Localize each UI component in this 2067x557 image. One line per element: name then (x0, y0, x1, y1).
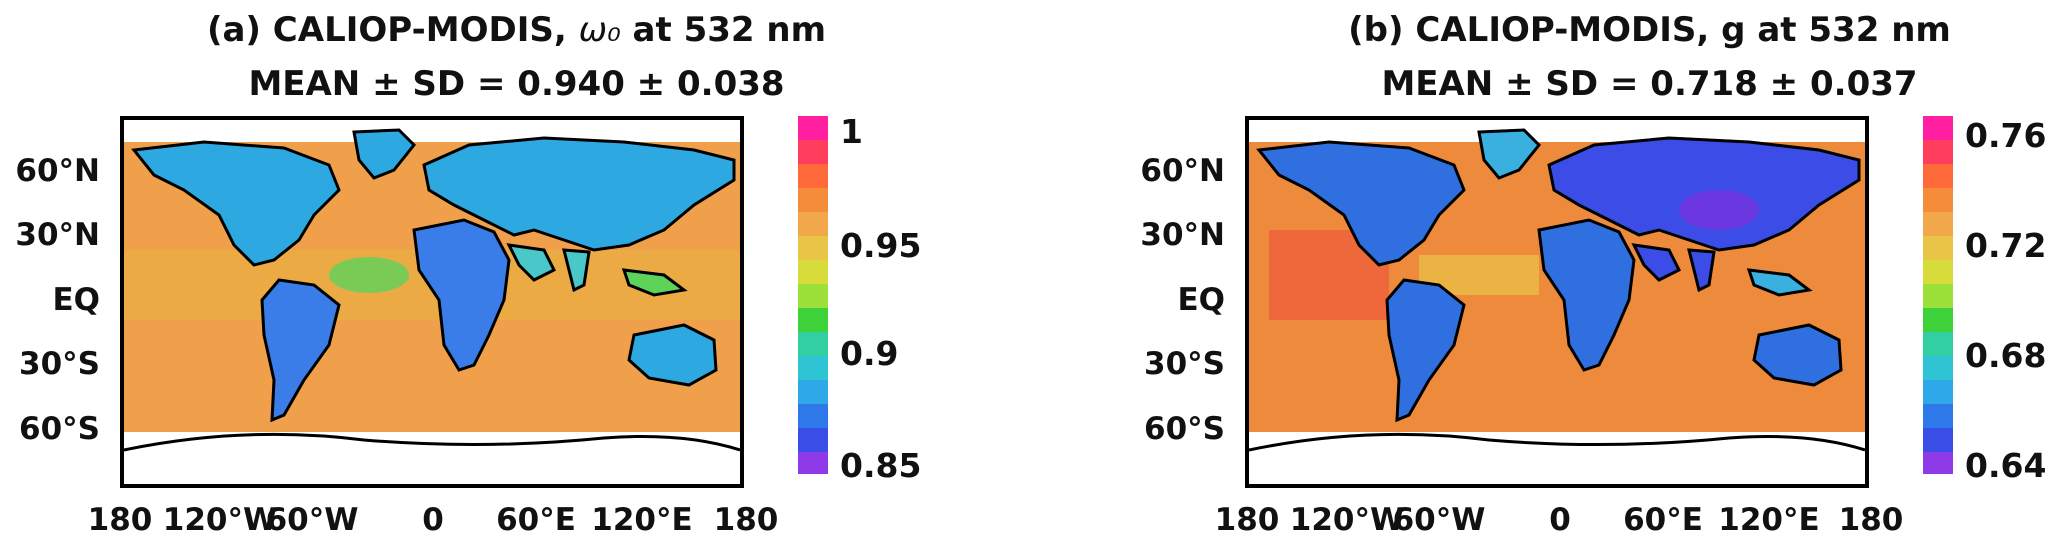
colorbar-tick: 1 (840, 112, 863, 151)
antarctica-coast (1249, 432, 1865, 452)
lon-label: 120°E (1718, 502, 1820, 538)
africa (1537, 218, 1636, 372)
title-symbol: ω₀ (578, 10, 621, 50)
india (562, 248, 591, 293)
south-america (1385, 278, 1466, 423)
colorbar-tick: 0.85 (840, 446, 922, 485)
colorbar-tick: 0.76 (1965, 116, 2047, 155)
india (1687, 248, 1716, 293)
africa (412, 218, 511, 372)
colorbar (1923, 116, 1953, 490)
panel-title: (b) CALIOP-MODIS, g at 532 nm (1133, 10, 2067, 50)
lon-label: 60°E (1623, 502, 1703, 538)
south-america (260, 278, 341, 423)
colorbar-tick: 0.95 (840, 226, 922, 265)
title-prefix: (a) CALIOP-MODIS, (206, 10, 567, 50)
no-data-north (1249, 120, 1865, 142)
lat-label: 60°S (1144, 411, 1225, 447)
panel-stats: MEAN ± SD = 0.940 ± 0.038 (248, 64, 785, 104)
colorbar-tick: 0.9 (840, 334, 899, 373)
lat-label: EQ (1177, 282, 1225, 318)
greenland (352, 128, 417, 180)
world-map (120, 116, 744, 488)
lon-label: 120°W (162, 502, 278, 538)
lat-label: 30°N (1140, 217, 1225, 253)
lat-label: 60°N (1140, 153, 1225, 189)
colorbar-tick: 0.72 (1965, 226, 2047, 265)
no-data-north (124, 120, 740, 142)
lat-label: 30°S (1144, 346, 1225, 382)
lon-label: 60°W (265, 502, 359, 538)
lon-label: 180 (713, 502, 779, 538)
lon-label: 60°E (496, 502, 576, 538)
colorbar (798, 116, 828, 490)
arabia (1631, 243, 1682, 282)
arabia (506, 243, 557, 282)
lon-label: 0 (422, 502, 444, 538)
australia (1752, 323, 1843, 387)
no-data-antarctica (1249, 432, 1865, 484)
lon-label: 120°E (591, 502, 693, 538)
title-suffix: at 532 nm (632, 10, 827, 50)
lat-label: 60°S (19, 411, 100, 447)
eurasia (422, 136, 736, 252)
title-suffix: at 532 nm (1757, 10, 1951, 50)
lat-label: 30°S (19, 346, 100, 382)
antarctica-coast (124, 432, 740, 452)
lon-label: 180 (87, 502, 153, 538)
lat-label: 60°N (15, 153, 100, 189)
map-canvas (124, 120, 740, 484)
north-america (1256, 140, 1466, 267)
lat-label: 30°N (15, 217, 100, 253)
map-canvas (1249, 120, 1865, 484)
lon-label: 120°W (1289, 502, 1405, 538)
world-map (1245, 116, 1869, 488)
colorbar-tick: 0.64 (1965, 446, 2047, 485)
atlantic-green-patch (329, 257, 409, 293)
panel-ssa: (a) CALIOP-MODIS, ω₀ at 532 nm MEAN ± SD… (0, 0, 1033, 557)
panel-asymmetry: (b) CALIOP-MODIS, g at 532 nm MEAN ± SD … (1133, 0, 2067, 557)
lon-label: 60°W (1392, 502, 1486, 538)
asia-purple-patch (1679, 190, 1759, 230)
north-america (131, 140, 341, 267)
panel-title: (a) CALIOP-MODIS, ω₀ at 532 nm (0, 10, 1033, 50)
maritime-asia (621, 268, 688, 297)
title-prefix: (b) CALIOP-MODIS, (1348, 10, 1710, 50)
australia (627, 323, 718, 387)
panel-stats: MEAN ± SD = 0.718 ± 0.037 (1381, 64, 1918, 104)
title-symbol: g (1721, 10, 1746, 50)
no-data-antarctica (124, 432, 740, 484)
colorbar-tick: 0.68 (1965, 336, 2047, 375)
lon-label: 180 (1214, 502, 1280, 538)
greenland (1477, 128, 1542, 180)
maritime-asia (1746, 268, 1813, 297)
lon-label: 180 (1838, 502, 1904, 538)
lon-label: 0 (1549, 502, 1571, 538)
lat-label: EQ (52, 282, 100, 318)
